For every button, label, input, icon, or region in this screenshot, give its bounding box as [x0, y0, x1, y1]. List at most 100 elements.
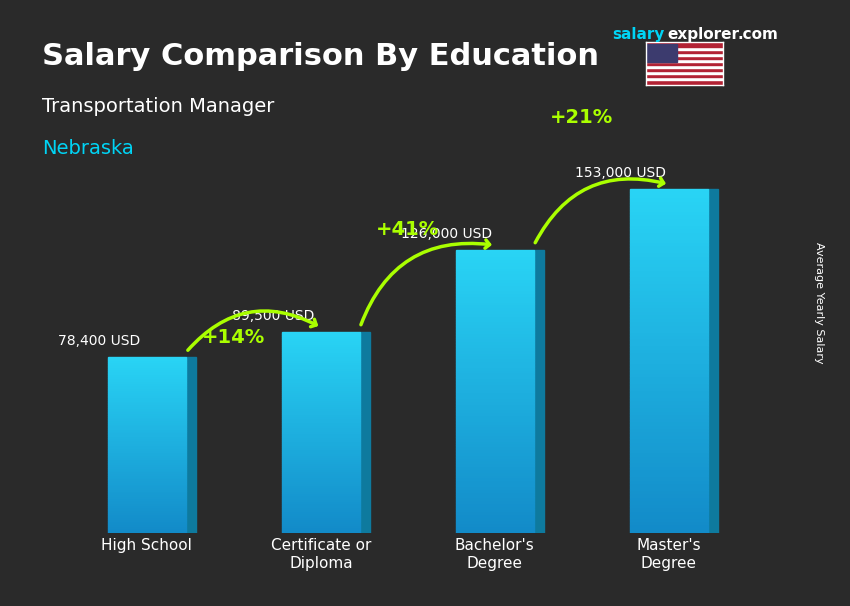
Bar	[281, 352, 360, 354]
Bar	[456, 349, 534, 351]
Bar	[108, 468, 186, 470]
Bar	[281, 366, 360, 368]
Bar	[108, 459, 186, 461]
Bar	[281, 435, 360, 436]
Bar	[281, 523, 360, 525]
Bar	[456, 335, 534, 338]
Bar	[456, 522, 534, 525]
Bar	[456, 255, 534, 258]
Text: Average Yearly Salary: Average Yearly Salary	[814, 242, 824, 364]
Bar	[108, 404, 186, 406]
Bar	[281, 386, 360, 388]
Bar	[456, 440, 534, 442]
Bar	[108, 436, 186, 438]
Bar	[108, 431, 186, 433]
Bar	[281, 454, 360, 457]
Bar	[281, 517, 360, 519]
Bar	[630, 210, 708, 213]
Bar	[456, 408, 534, 411]
Bar	[630, 461, 708, 464]
Bar	[108, 362, 186, 364]
Bar	[630, 474, 708, 478]
Bar	[108, 433, 186, 435]
Bar	[281, 527, 360, 529]
Bar	[456, 343, 534, 346]
Bar	[108, 471, 186, 473]
Bar	[630, 527, 708, 530]
Bar	[630, 458, 708, 461]
Bar	[281, 342, 360, 344]
Bar	[108, 450, 186, 452]
Bar	[630, 289, 708, 292]
Bar	[108, 514, 186, 516]
Bar	[630, 385, 708, 388]
Bar	[281, 380, 360, 382]
Bar	[281, 390, 360, 392]
Bar	[108, 367, 186, 369]
Bar	[108, 369, 186, 371]
Bar	[630, 441, 708, 444]
Bar	[281, 402, 360, 404]
Bar	[456, 397, 534, 400]
Bar	[456, 431, 534, 434]
Text: +21%: +21%	[550, 108, 614, 127]
Bar	[281, 427, 360, 428]
Bar	[108, 530, 186, 531]
Bar	[456, 287, 534, 290]
Bar	[108, 481, 186, 482]
Bar	[281, 334, 360, 336]
Polygon shape	[534, 250, 544, 533]
Bar	[630, 351, 708, 354]
Bar	[108, 489, 186, 491]
Bar	[630, 464, 708, 468]
Bar	[646, 68, 722, 71]
Bar	[281, 491, 360, 493]
Bar	[108, 482, 186, 484]
Bar	[630, 413, 708, 416]
Bar	[630, 341, 708, 344]
Bar	[630, 224, 708, 227]
Bar	[281, 416, 360, 419]
Bar	[630, 454, 708, 458]
Bar	[630, 502, 708, 506]
Bar	[108, 417, 186, 419]
Bar	[108, 448, 186, 450]
Bar	[281, 395, 360, 396]
Bar	[108, 508, 186, 510]
Bar	[281, 485, 360, 487]
Bar	[456, 471, 534, 474]
Bar	[630, 399, 708, 402]
Bar	[281, 340, 360, 342]
Bar	[456, 309, 534, 312]
Bar	[281, 515, 360, 517]
Bar	[630, 371, 708, 375]
Bar	[630, 388, 708, 392]
Bar	[630, 202, 708, 206]
Bar	[630, 271, 708, 275]
Bar	[630, 330, 708, 333]
Bar	[281, 439, 360, 441]
Bar	[281, 461, 360, 463]
Bar	[281, 511, 360, 513]
Bar	[456, 386, 534, 388]
Bar	[108, 398, 186, 399]
Bar	[630, 316, 708, 320]
Bar	[630, 354, 708, 358]
Bar	[281, 477, 360, 479]
Bar	[646, 50, 722, 53]
Bar	[108, 512, 186, 514]
Bar	[108, 496, 186, 498]
Bar	[456, 351, 534, 355]
Bar	[108, 388, 186, 390]
Bar	[281, 338, 360, 340]
Bar	[630, 437, 708, 441]
Bar	[108, 456, 186, 458]
Bar	[630, 361, 708, 365]
Bar	[108, 371, 186, 373]
Bar	[108, 413, 186, 415]
Bar	[108, 403, 186, 404]
Bar	[630, 255, 708, 258]
Bar	[281, 499, 360, 501]
Text: salary: salary	[612, 27, 665, 42]
Bar	[456, 329, 534, 332]
